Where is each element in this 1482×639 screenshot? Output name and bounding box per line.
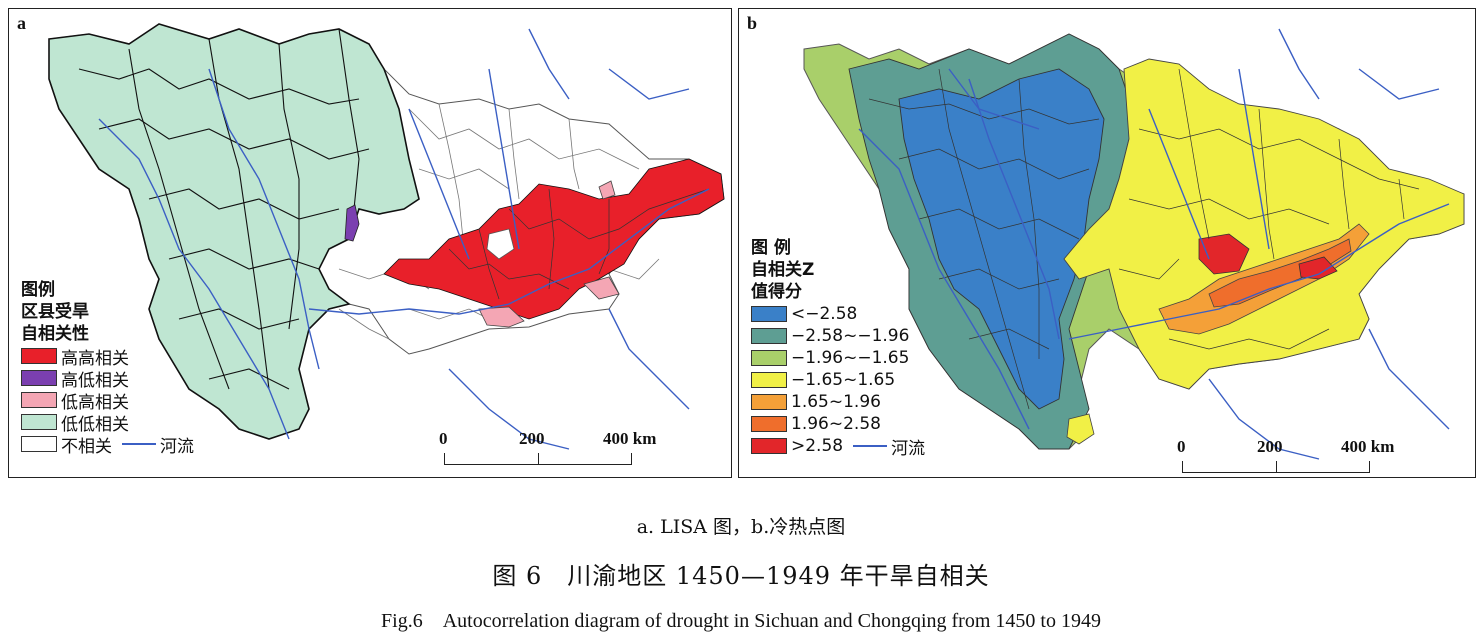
legend-item-low-low: 低低相关 xyxy=(21,411,194,435)
low-low-region xyxy=(48,23,420,440)
figure-caption-chinese: 图 6 川渝地区 1450—1949 年干旱自相关 xyxy=(492,562,990,590)
legend-swatch xyxy=(751,306,787,322)
legend-item: 1.96~2.58 xyxy=(751,413,925,435)
legend-item: <−2.58 xyxy=(751,303,925,325)
legend-title-line: 自相关性 xyxy=(21,324,89,344)
legend-label: 低高相关 xyxy=(61,392,129,413)
legend-label: 低低相关 xyxy=(61,414,129,435)
rivers xyxy=(858,28,1450,460)
legend-title-line: 图 例 xyxy=(751,238,791,258)
legend-item: >2.58 河流 xyxy=(751,435,926,459)
zone-above-258 xyxy=(1298,256,1338,280)
low-high-region xyxy=(478,306,525,328)
legend-item-high-low: 高低相关 xyxy=(21,367,194,391)
county-boundaries-hh xyxy=(448,188,710,300)
legend-swatch xyxy=(21,348,57,364)
legend-item: 1.65~1.96 xyxy=(751,391,925,413)
figure-caption-english: Fig.6 Autocorrelation diagram of drought… xyxy=(381,610,1101,632)
zone-196-258 xyxy=(1208,238,1352,308)
legend-swatch xyxy=(21,392,57,408)
lisa-map-panel: a 图例 区县受旱 自相关性 高高相关 高低相关 低高相关 低低相关 不相关 河… xyxy=(8,8,732,478)
legend-label: >2.58 xyxy=(791,436,844,456)
scale-tick: 200 xyxy=(519,429,545,448)
rivers xyxy=(98,28,710,450)
scale-tick: 0 xyxy=(1177,437,1186,456)
high-low-region xyxy=(344,204,360,242)
scale-bar-a: 0 200 400 km xyxy=(439,429,656,469)
legend-item-no-correlation: 不相关 河流 xyxy=(21,433,194,457)
scale-bar-mid xyxy=(538,453,539,465)
legend-title-line: 自相关Z xyxy=(751,260,815,280)
legend-label: 1.65~1.96 xyxy=(791,392,881,412)
low-high-region xyxy=(598,180,616,200)
panel-a-letter: a xyxy=(17,13,26,33)
river-key-line xyxy=(122,443,156,445)
legend-item-low-high: 低高相关 xyxy=(21,389,194,413)
river-key-label: 河流 xyxy=(891,438,926,459)
legend-swatch xyxy=(751,328,787,344)
legend-swatch xyxy=(21,436,57,452)
zone-neg165-165 xyxy=(1066,413,1095,445)
county-boundaries-west xyxy=(78,28,370,390)
scale-tick: 400 km xyxy=(603,429,657,448)
legend-title-line: 区县受旱 xyxy=(21,302,89,322)
legend-label: 1.96~2.58 xyxy=(791,414,881,434)
scale-tick: 200 xyxy=(1257,437,1283,456)
river-key-line xyxy=(853,445,888,447)
legend-swatch xyxy=(21,370,57,386)
legend-item: −2.58~−1.96 xyxy=(751,325,925,347)
legend-label: −1.65~1.65 xyxy=(791,370,896,390)
zone-above-258 xyxy=(1198,233,1250,275)
hotspot-legend: 图 例 自相关Z 值得分 <−2.58 −2.58~−1.96 −1.96~−1… xyxy=(751,237,926,459)
no-corr-hole xyxy=(486,228,515,260)
lisa-legend: 图例 区县受旱 自相关性 高高相关 高低相关 低高相关 低低相关 不相关 河流 xyxy=(21,279,194,457)
lisa-map xyxy=(48,23,725,450)
river-key-label: 河流 xyxy=(160,436,194,457)
legend-label: 高低相关 xyxy=(61,370,129,391)
scale-tick: 400 km xyxy=(1341,437,1395,456)
legend-swatch xyxy=(751,372,787,388)
legend-label: <−2.58 xyxy=(791,304,858,324)
legend-title-line: 值得分 xyxy=(751,282,802,302)
legend-label: −1.96~−1.65 xyxy=(791,348,910,368)
scale-bar-mid xyxy=(1276,461,1277,473)
legend-title-line: 图例 xyxy=(21,280,55,300)
legend-swatch xyxy=(21,414,57,430)
legend-item: −1.65~1.65 xyxy=(751,369,925,391)
legend-label: 不相关 xyxy=(61,436,112,457)
zone-neg165-165 xyxy=(1063,58,1465,390)
legend-item-high-high: 高高相关 xyxy=(21,345,194,369)
legend-swatch xyxy=(751,394,787,410)
legend-label: 高高相关 xyxy=(61,348,129,369)
low-high-region xyxy=(583,276,620,300)
panel-b-letter: b xyxy=(747,13,758,33)
figure-subcaption: a. LISA 图，b.冷热点图 xyxy=(636,516,846,538)
legend-swatch xyxy=(751,350,787,366)
legend-label: −2.58~−1.96 xyxy=(791,326,910,346)
hotspot-map-panel: b 图 例 自相关Z 值得分 <−2.58 −2.58~−1.96 −1.96~… xyxy=(738,8,1476,478)
scale-tick: 0 xyxy=(439,429,448,448)
legend-swatch xyxy=(751,438,787,454)
zone-below-neg258 xyxy=(898,68,1105,410)
scale-bar-b: 0 200 400 km xyxy=(1177,437,1394,477)
hotspot-map xyxy=(803,28,1465,460)
legend-swatch xyxy=(751,416,787,432)
legend-item: −1.96~−1.65 xyxy=(751,347,925,369)
